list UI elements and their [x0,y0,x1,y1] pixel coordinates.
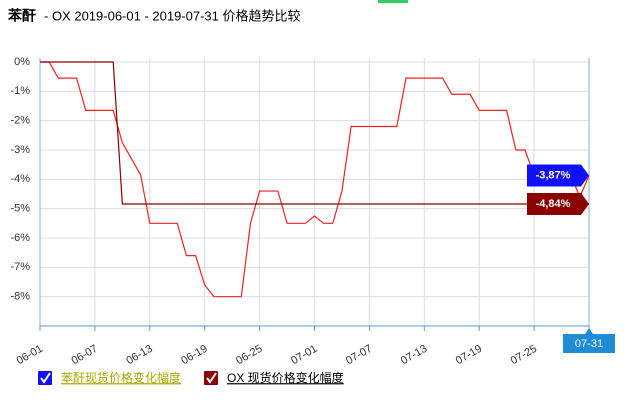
x-tick-label: 06-13 [124,343,154,367]
value-label-box [527,164,589,187]
value-label-box [527,192,589,215]
series-line [40,61,590,298]
y-tick-label: 0% [14,56,30,68]
legend-label[interactable]: 苯酐现货价格变化幅度 [61,370,181,385]
x-tick-label: 06-25 [234,343,264,367]
x-tick-label: 07-13 [399,343,429,367]
value-label: -3,87% [536,169,571,181]
y-tick-label: -6% [10,232,30,244]
y-tick-label: -5% [10,203,30,215]
x-tick-label: 07-07 [344,343,374,367]
x-tick-label: 06-07 [69,343,99,367]
x-tick-label: 07-31 [575,338,603,350]
x-tick-label: 07-19 [454,343,484,367]
y-tick-label: -3% [10,144,30,156]
series-line [40,61,589,205]
value-label: -4,84% [536,198,571,210]
x-tick-label: 06-01 [15,343,45,367]
y-tick-label: -7% [10,261,30,273]
x-focus-box [563,328,615,353]
x-tick-label: 07-01 [289,343,319,367]
x-tick-label: 07-25 [509,343,539,367]
legend-label[interactable]: OX 现货价格变化幅度 [227,370,344,385]
legend-item[interactable]: 苯酐现货价格变化幅度 [38,370,181,385]
x-tick-label: 06-19 [179,343,209,367]
chart-title: - OX 2019-06-01 - 2019-07-31 价格趋势比较 [44,8,301,23]
chart-title-strong: 苯酐 [7,8,36,24]
y-tick-label: -8% [10,291,30,303]
top-tab [378,0,408,3]
y-tick-label: -4% [10,173,30,185]
y-tick-label: -2% [10,115,30,127]
legend-item[interactable]: OX 现货价格变化幅度 [204,370,344,385]
legend-check [40,372,51,384]
legend-check [206,372,217,384]
y-tick-label: -1% [10,85,30,97]
